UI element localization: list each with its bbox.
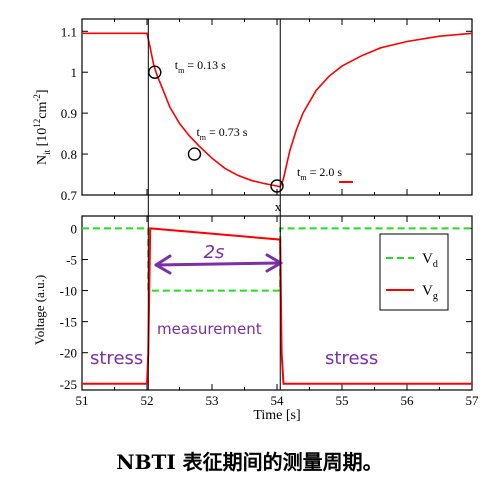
bottom-series-line-0 bbox=[82, 227, 472, 292]
bottom-x-tick-label: 53 bbox=[206, 393, 219, 408]
top-markers-group: tm = 0.13 s tm = 0.73 s tm = 2.0 s bbox=[148, 58, 353, 193]
x-axis-label: Time [s] bbox=[253, 408, 300, 423]
nbti-figure: 0.70.80.911.1 tm = 0.13 stm = 0.73 stm =… bbox=[32, 18, 480, 423]
duration-label: 2s bbox=[204, 242, 225, 263]
bottom-x-ticks: 51 52 53 54 55 56 57 bbox=[76, 216, 480, 408]
figure-caption: NBTI 表征期间的测量周期。 bbox=[116, 450, 383, 474]
top-series-line-0 bbox=[82, 32, 473, 188]
bottom-x-tick-label: 51 bbox=[76, 393, 89, 408]
top-y-tick-label: 0.7 bbox=[61, 188, 78, 203]
bottom-y-tick-label: -5 bbox=[66, 253, 77, 268]
bottom-y-tick-label: 0 bbox=[71, 221, 78, 236]
bottom-x-tick-label: 54 bbox=[271, 393, 285, 408]
top-y-ticks: 0.7 0.8 0.9 1 1.1 bbox=[61, 19, 473, 203]
bottom-y-tick-label: -20 bbox=[60, 346, 77, 361]
top-panel: 0.70.80.911.1 tm = 0.13 stm = 0.73 stm =… bbox=[32, 18, 473, 214]
marker-circle bbox=[187, 147, 202, 161]
bottom-series-line-1 bbox=[82, 227, 472, 385]
bottom-series-group bbox=[82, 227, 472, 385]
top-y-tick-label: 1.1 bbox=[61, 24, 77, 39]
bottom-y-axis-label: Voltage (a.u.) bbox=[32, 275, 47, 345]
duration-arrow bbox=[154, 253, 283, 275]
stress-left-label: stress bbox=[90, 348, 143, 369]
top-series-group bbox=[82, 32, 473, 188]
bottom-y-tick-label: -15 bbox=[60, 315, 77, 330]
bottom-x-tick-label: 57 bbox=[466, 393, 480, 408]
top-y-tick-label: 0.8 bbox=[61, 147, 77, 162]
legend-label-vd: Vd bbox=[422, 251, 438, 270]
top-plot-frame bbox=[81, 18, 473, 196]
legend-label-vg: Vg bbox=[422, 283, 438, 302]
bottom-x-tick-label: 55 bbox=[336, 393, 349, 408]
bottom-x-tick-label: 56 bbox=[401, 393, 415, 408]
measurement-label: measurement bbox=[157, 320, 262, 338]
bottom-y-tick-label: -25 bbox=[60, 377, 77, 392]
bottom-x-tick-label: 52 bbox=[141, 393, 154, 408]
legend-box bbox=[379, 233, 449, 311]
top-y-tick-label: 1 bbox=[71, 65, 78, 80]
bottom-panel: 0 -5 -10 -15 -20 -25 51 52 53 54 55 56 57 Voltage (… bbox=[32, 215, 480, 423]
stress-right-label: stress bbox=[325, 348, 378, 369]
marker-label: tm = 0.13 s bbox=[175, 58, 226, 75]
marker-label: tm = 0.73 s bbox=[196, 125, 247, 142]
legend: Vd Vg bbox=[379, 233, 449, 311]
x-marker-label: x bbox=[275, 199, 282, 214]
bottom-y-tick-label: -10 bbox=[60, 284, 77, 299]
top-y-tick-label: 0.9 bbox=[61, 106, 77, 121]
marker-circle bbox=[270, 179, 284, 193]
marker-label: tm = 2.0 s bbox=[297, 165, 342, 182]
bottom-y-ticks: 0 -5 -10 -15 -20 -25 bbox=[60, 221, 472, 392]
top-y-axis-label: Nit [1012cm-2] bbox=[32, 89, 52, 165]
